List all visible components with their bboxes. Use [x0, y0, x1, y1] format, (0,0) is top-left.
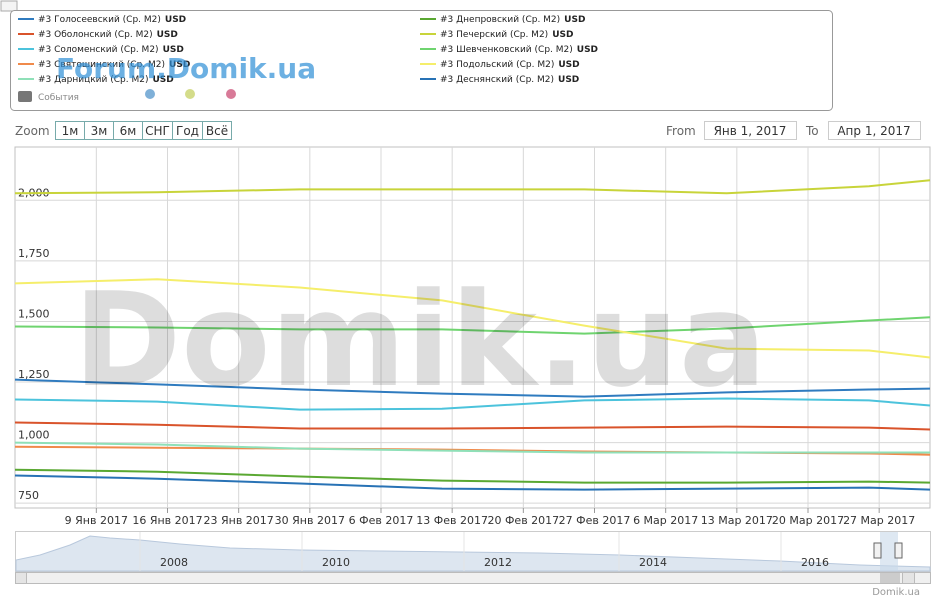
zoom-label: Zoom — [15, 124, 50, 138]
to-input[interactable] — [828, 121, 921, 140]
x-tick-label: 6 Мар 2017 — [633, 514, 698, 527]
range-button-label[interactable]: 6м — [120, 124, 137, 138]
series-line — [14, 468, 931, 484]
legend-unit: USD — [558, 60, 579, 70]
range-buttons: 1м 3м 6м СНГ Год Всё — [55, 121, 232, 140]
legend-name: #3 Голосеевский (Ср. М2) — [38, 15, 161, 25]
range-button-label[interactable]: Всё — [206, 124, 228, 138]
navigator-window[interactable] — [880, 532, 898, 571]
legend-name: #3 Святошинский (Ср. М2) — [38, 60, 165, 70]
legend-entry[interactable]: #3 Печерский (Ср. М2) USD — [440, 30, 573, 40]
y-tick-label: 1,750 — [18, 247, 50, 260]
range-button-label[interactable]: 3м — [91, 124, 108, 138]
range-button-label[interactable]: Год — [176, 124, 199, 138]
legend-unit: USD — [564, 15, 585, 25]
scrollbar[interactable] — [15, 572, 931, 584]
x-tick-label: 13 Фев 2017 — [416, 514, 488, 527]
to-label: To — [805, 124, 819, 138]
x-tick-label: 23 Янв 2017 — [204, 514, 274, 527]
legend-name: #3 Подольский (Ср. М2) — [440, 60, 554, 70]
scroll-left[interactable] — [15, 572, 27, 584]
legend-entry[interactable]: #3 Деснянский (Ср. М2) USD — [440, 75, 579, 85]
scroll-thumb[interactable] — [880, 573, 900, 583]
x-tick-label: 20 Фев 2017 — [487, 514, 559, 527]
legend-unit: USD — [152, 75, 173, 85]
legend-entry[interactable]: #3 Днепровский (Ср. М2) USD — [440, 15, 585, 25]
legend-entry[interactable]: #3 Шевченковский (Ср. М2) USD — [440, 45, 598, 55]
x-tick-label: 13 Мар 2017 — [701, 514, 773, 527]
x-tick-label: 20 Мар 2017 — [772, 514, 844, 527]
x-tick-label: 27 Мар 2017 — [843, 514, 915, 527]
legend-entry[interactable]: #3 Дарницкий (Ср. М2) USD — [38, 75, 174, 85]
series-line — [14, 397, 931, 411]
navigator-handle[interactable] — [894, 542, 903, 559]
navigator-year: 2010 — [322, 556, 350, 569]
y-tick-label: 1,000 — [18, 429, 50, 442]
legend-name: #3 Дарницкий (Ср. М2) — [38, 75, 148, 85]
navigator-year: 2012 — [484, 556, 512, 569]
from-input[interactable] — [704, 121, 797, 140]
x-tick-label: 27 Фев 2017 — [559, 514, 631, 527]
from-value[interactable]: Янв 1, 2017 — [714, 124, 787, 138]
series-line — [14, 179, 931, 195]
legend-unit: USD — [163, 45, 184, 55]
legend-entry[interactable]: #3 Оболонский (Ср. М2) USD — [38, 30, 178, 40]
x-tick-label: 9 Янв 2017 — [65, 514, 128, 527]
navigator-handle[interactable] — [873, 542, 882, 559]
legend-name: #3 Деснянский (Ср. М2) — [440, 75, 554, 85]
events-icon[interactable] — [18, 91, 32, 102]
series-line — [14, 278, 931, 359]
navigator-year: 2014 — [639, 556, 667, 569]
series-line — [14, 441, 930, 454]
y-tick-label: 1,250 — [18, 368, 50, 381]
forum-watermark: Forum.Domik.ua — [56, 52, 316, 85]
x-tick-label: 6 Фев 2017 — [349, 514, 414, 527]
legend: #3 Голосеевский (Ср. М2) USD#3 Оболонский… — [18, 15, 598, 85]
legend-name: #3 Шевченковский (Ср. М2) — [440, 45, 573, 55]
legend-unit: USD — [165, 15, 186, 25]
legend-name: #3 Днепровский (Ср. М2) — [440, 15, 560, 25]
range-button-label[interactable]: 1м — [62, 124, 79, 138]
series-line — [14, 316, 931, 335]
legend-name: #3 Оболонский (Ср. М2) — [38, 30, 153, 40]
x-tick-label: 30 Янв 2017 — [275, 514, 345, 527]
collapse-tab[interactable] — [0, 0, 18, 12]
scroll-right[interactable] — [902, 572, 915, 584]
watermark: Domik.ua — [73, 264, 766, 416]
from-label: From — [666, 124, 696, 138]
y-tick-label: 750 — [18, 489, 39, 502]
legend-unit: USD — [577, 45, 598, 55]
legend-unit: USD — [157, 30, 178, 40]
legend-unit: USD — [169, 60, 190, 70]
legend-entry[interactable]: #3 Подольский (Ср. М2) USD — [440, 60, 580, 70]
range-button[interactable] — [202, 121, 232, 140]
credit[interactable]: Domik.ua — [872, 587, 920, 598]
range-button-label[interactable]: СНГ — [145, 124, 170, 138]
navigator-year: 2008 — [160, 556, 188, 569]
series-line — [14, 421, 931, 431]
legend-unit: USD — [552, 30, 573, 40]
y-tick-label: 1,500 — [18, 307, 50, 320]
dot — [226, 89, 236, 99]
to-value[interactable]: Апр 1, 2017 — [837, 124, 910, 138]
events-label[interactable]: События — [38, 93, 79, 103]
x-tick-label: 16 Янв 2017 — [132, 514, 202, 527]
navigator-year: 2016 — [801, 556, 829, 569]
legend-unit: USD — [558, 75, 579, 85]
series-line — [14, 474, 931, 491]
legend-name: #3 Печерский (Ср. М2) — [440, 30, 548, 40]
legend-entry[interactable]: #3 Голосеевский (Ср. М2) USD — [38, 15, 186, 25]
legend-entry[interactable]: #3 Святошинский (Ср. М2) USD — [38, 60, 190, 70]
dot — [145, 89, 155, 99]
legend-entry[interactable]: #3 Соломенский (Ср. М2) USD — [38, 45, 184, 55]
legend-box — [10, 10, 833, 111]
series-line — [14, 378, 931, 398]
dot — [185, 89, 195, 99]
legend-name: #3 Соломенский (Ср. М2) — [38, 45, 159, 55]
navigator-axis: 2008 2010 2012 2014 2016 — [139, 532, 829, 571]
navigator-area — [15, 535, 931, 572]
